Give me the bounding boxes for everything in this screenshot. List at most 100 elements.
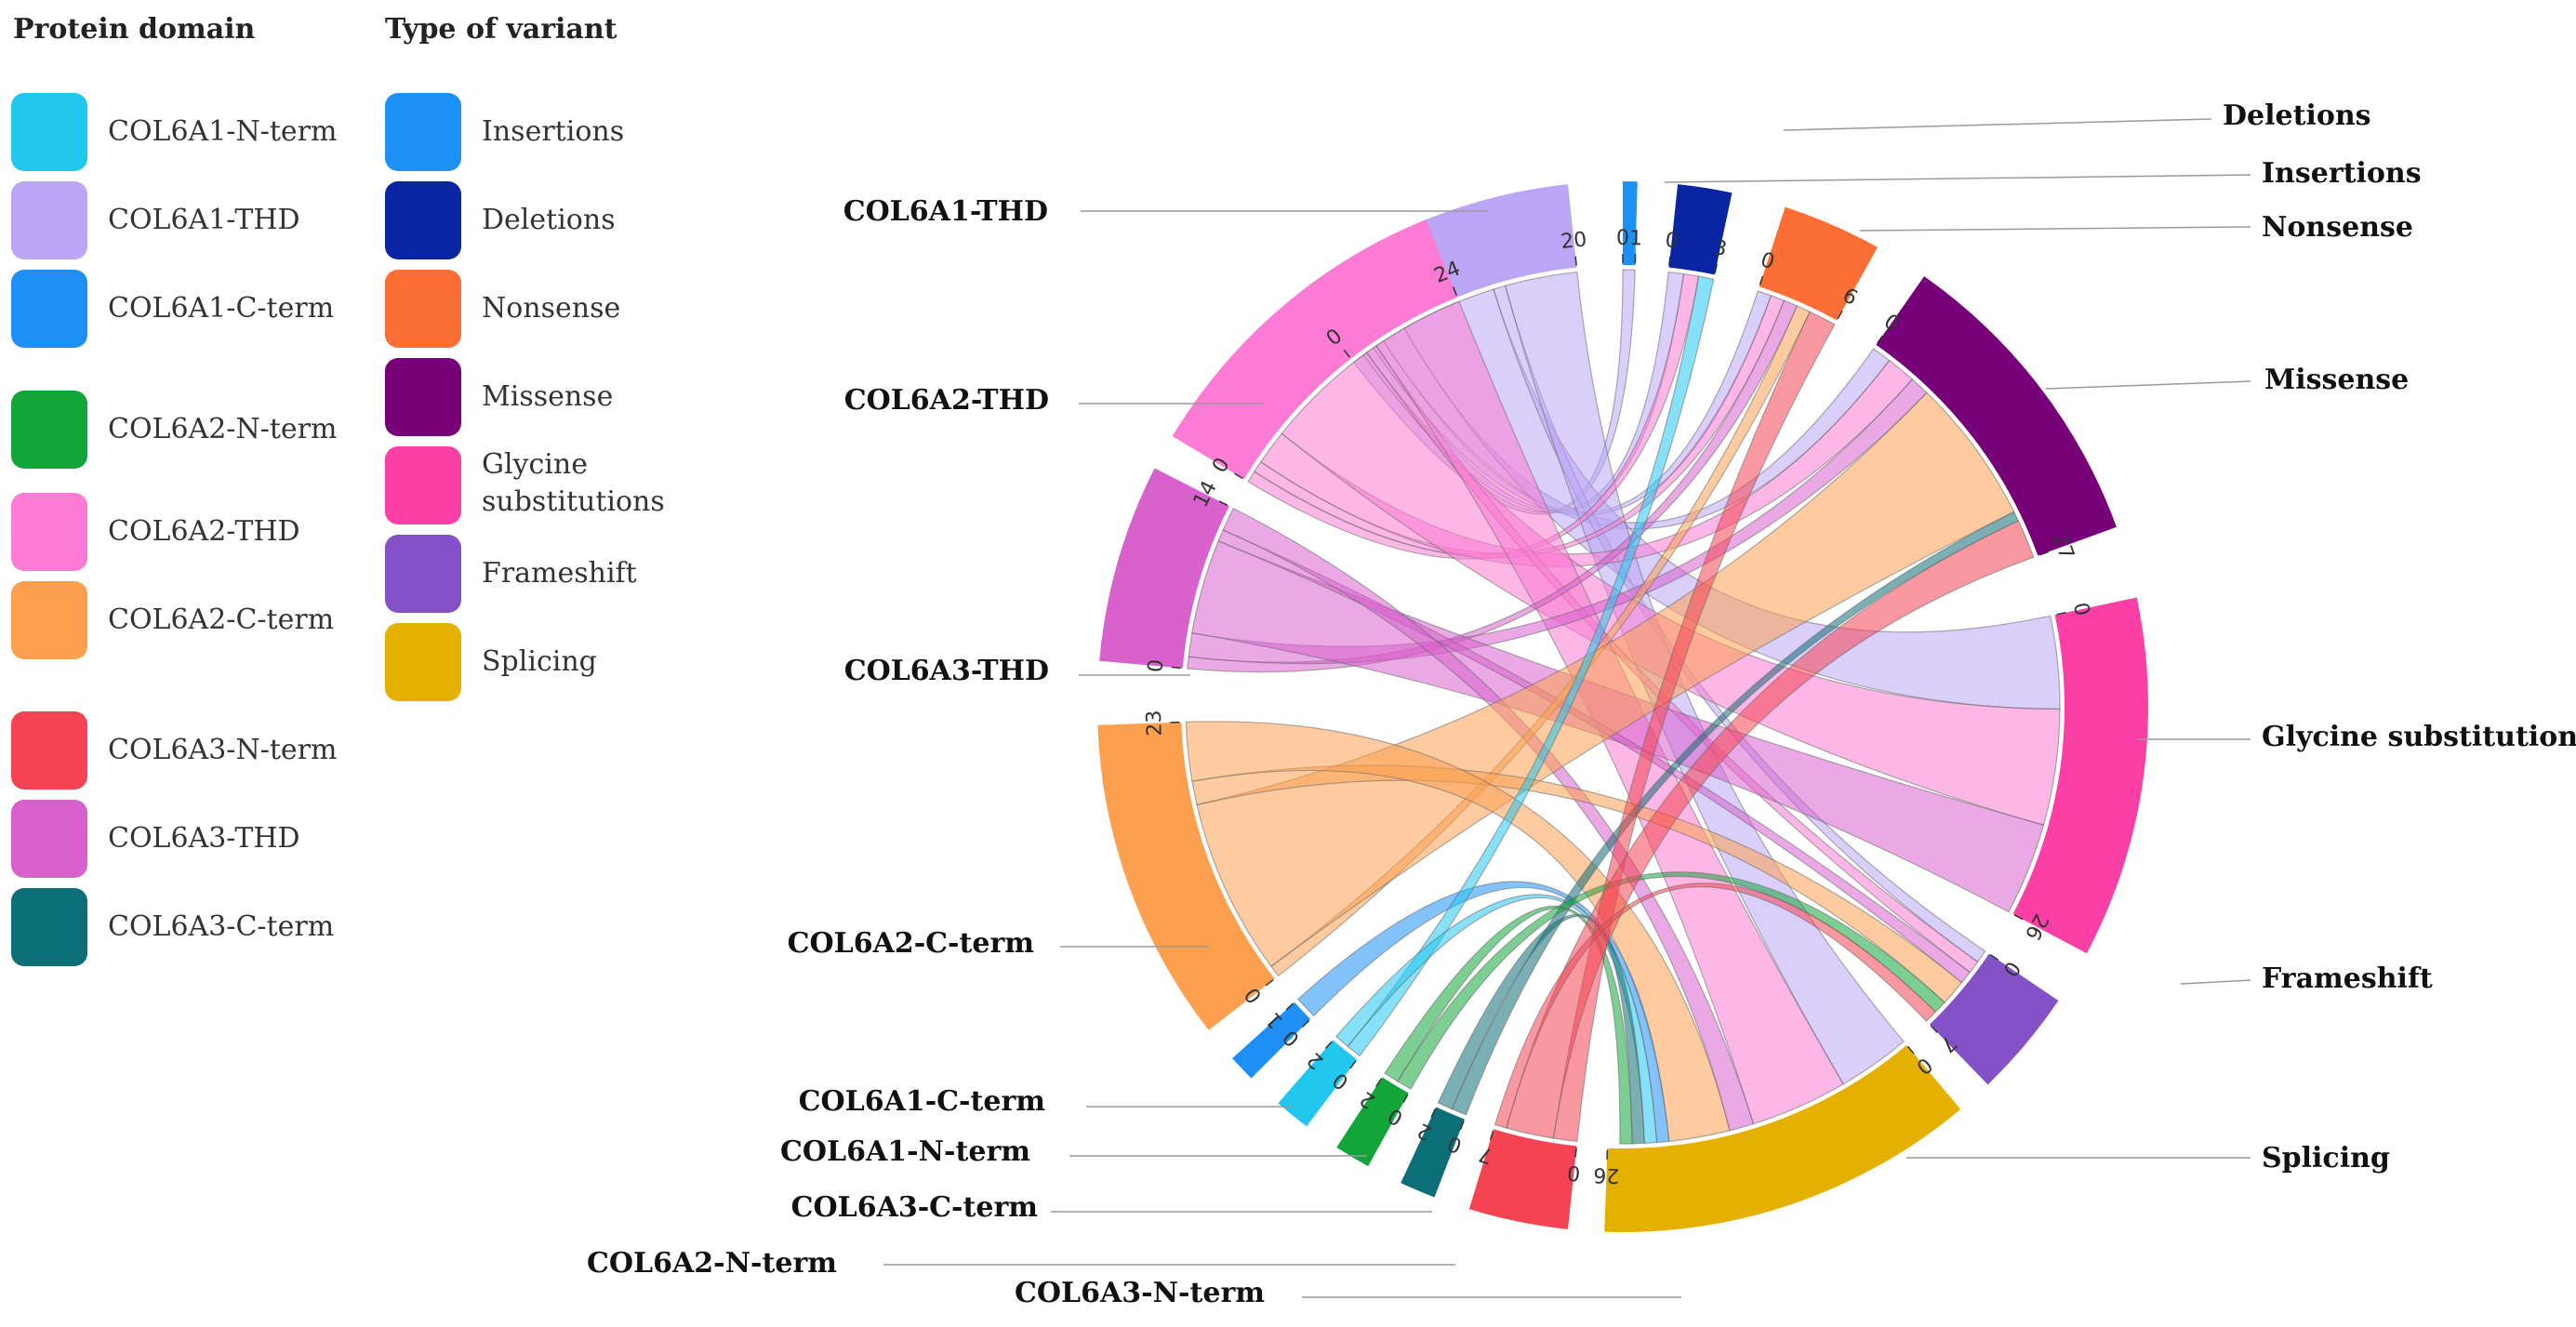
tick-label-col6a3-thd: 0 (1144, 658, 1168, 673)
segment-label-missense: Missense (2264, 364, 2409, 396)
ribbon-col6a1-c-term-to-splicing (1296, 881, 1670, 1144)
legend-label: Insertions (482, 115, 625, 148)
legend-swatch (11, 391, 87, 469)
tick-mark (1759, 275, 1764, 285)
legend-label: Nonsense (482, 292, 621, 325)
legend-swatch (11, 493, 87, 571)
arc-col6a3-thd (1099, 468, 1229, 669)
legend-item-col6a2-c-term: COL6A2-C-term (11, 581, 420, 659)
tick-label-col6a2-c-term: 23 (1143, 710, 1167, 736)
legend-label: COL6A2-THD (108, 515, 300, 548)
leader-line-deletions (1783, 118, 2212, 131)
arc-col6a1-c-term (1232, 1002, 1311, 1079)
legend-label: COL6A2-N-term (108, 413, 338, 445)
arc-insertions (1623, 181, 1638, 266)
segment-label-col6a3-c-term: COL6A3-C-term (791, 1191, 1039, 1224)
legend-item-nonsense: Nonsense (385, 270, 794, 348)
segment-label-col6a3-n-term: COL6A3-N-term (1015, 1277, 1265, 1309)
tick-mark (1837, 310, 1843, 320)
segment-label-col6a2-thd: COL6A2-THD (844, 384, 1049, 417)
arc-col6a2-thd (1172, 219, 1458, 480)
tick-label-splicing: 26 (1593, 1162, 1620, 1187)
segment-label-splicing: Splicing (2262, 1142, 2390, 1174)
tick-mark (1574, 256, 1577, 266)
tick-mark (1489, 1130, 1494, 1140)
legend-swatch (11, 888, 87, 966)
legend-label: Missense (482, 380, 614, 413)
legend-label: COL6A1-N-term (108, 115, 338, 148)
legend-swatch (385, 623, 461, 701)
segment-label-col6a3-thd: COL6A3-THD (844, 655, 1049, 687)
segment-label-deletions: Deletions (2223, 100, 2371, 132)
ribbon-col6a2-n-term-to-frameshift (1397, 871, 1945, 1090)
tick-label-col6a3-n-term: 7 (1476, 1141, 1495, 1167)
chord-labels: COL6A1-THD Insertions Deletions Nonsense Mis… (587, 100, 2576, 1309)
legend-swatch (11, 93, 87, 171)
legend-label: Splicing (482, 645, 597, 678)
tick-mark (1907, 1045, 1915, 1055)
legend-label: COL6A2-C-term (108, 604, 335, 636)
segment-label-col6a2-n-term: COL6A2-N-term (587, 1247, 837, 1280)
tick-label-insertions: 1 (1629, 227, 1643, 250)
ribbon-col6a3-n-term-to-frameshift (1494, 882, 1937, 1129)
legend-variant-type-title: Type of variant (385, 13, 617, 46)
arc-col6a3-c-term (1401, 1107, 1465, 1198)
tick-mark (1285, 1002, 1295, 1011)
tick-mark (1171, 666, 1181, 670)
ribbon-col6a2-n-term-to-splicing (1384, 905, 1633, 1145)
tick-mark (1234, 472, 1243, 479)
legend-item-col6a1-c-term: COL6A1-C-term (11, 270, 420, 348)
chord-arcs (1097, 181, 2148, 1232)
ribbon-col6a3-thd-to-splicing (1222, 507, 1755, 1132)
tick-mark (1302, 1019, 1310, 1028)
ribbon-col6a2-c-term-to-splicing (1185, 721, 1731, 1143)
arc-deletions (1668, 184, 1733, 275)
leader-line-frameshift (2180, 979, 2251, 985)
legend-label: COL6A3-C-term (108, 910, 335, 943)
legend-item-col6a3-n-term: COL6A3-N-term (11, 711, 420, 790)
legend-item-missense: Missense (385, 358, 794, 436)
legend-swatch (385, 93, 461, 171)
legend-swatch (385, 535, 461, 613)
legend-swatch (385, 270, 461, 348)
tick-mark (1452, 286, 1458, 297)
legend-label: COL6A3-N-term (108, 734, 338, 766)
legend-item-glycine-substitutions: Glycine substitutions (385, 446, 794, 524)
legend-label: COL6A1-C-term (108, 292, 335, 325)
tick-mark (1375, 1078, 1382, 1087)
legend-label: COL6A3-THD (108, 822, 300, 855)
legend-swatch (11, 581, 87, 659)
tick-mark (1574, 1148, 1577, 1158)
legend-item-splicing: Splicing (385, 623, 794, 701)
arc-col6a2-n-term (1336, 1077, 1409, 1167)
tick-mark (1930, 1025, 1938, 1033)
ribbon-col6a3-c-term-to-splicing (1437, 913, 1645, 1145)
segment-label-frameshift: Frameshift (2262, 962, 2433, 995)
tick-mark (1990, 954, 1999, 961)
legend-swatch (385, 446, 461, 524)
segment-label-glycine-substitutions: Glycine substitutions (2262, 721, 2576, 753)
arc-splicing (1604, 1044, 1961, 1232)
segment-label-insertions: Insertions (2262, 157, 2422, 190)
tick-mark (1343, 349, 1350, 358)
legend-item-deletions: Deletions (385, 181, 794, 259)
legend-item-col6a3-thd: COL6A3-THD (11, 800, 420, 878)
arc-nonsense (1759, 206, 1878, 321)
legend-protein-domain-title: Protein domain (13, 13, 256, 46)
legend-swatch (11, 800, 87, 878)
tick-label-insertions: 0 (1616, 227, 1629, 250)
leader-line-missense (2045, 380, 2251, 390)
segment-label-nonsense: Nonsense (2262, 211, 2413, 244)
tick-mark (1714, 263, 1718, 273)
legend-label: Frameshift (482, 557, 637, 590)
legend-item-col6a1-n-term: COL6A1-N-term (11, 93, 420, 171)
arc-col6a3-n-term (1468, 1129, 1577, 1229)
legend-swatch (11, 270, 87, 348)
legend-item-frameshift: Frameshift (385, 535, 794, 613)
ribbon-col6a1-n-term-to-deletions (1347, 275, 1715, 1057)
tick-mark (1349, 1060, 1357, 1069)
tick-mark (2056, 612, 2066, 616)
arc-col6a2-c-term (1097, 722, 1275, 1030)
segment-label-col6a2-c-term: COL6A2-C-term (788, 927, 1035, 960)
